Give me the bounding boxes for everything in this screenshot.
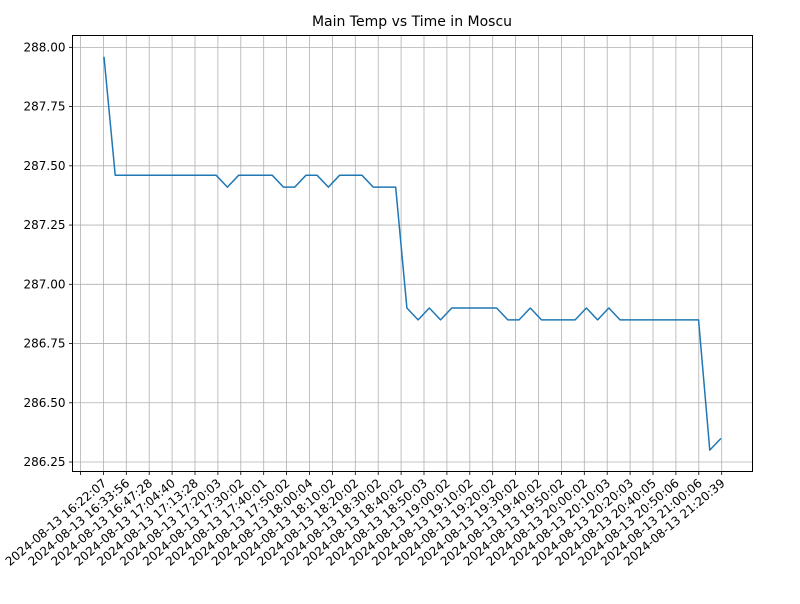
chart-title: Main Temp vs Time in Moscu xyxy=(312,14,512,30)
y-tick-label: 287.75 xyxy=(24,100,66,114)
plot-frame xyxy=(72,35,753,472)
y-tick-label: 287.00 xyxy=(24,277,66,291)
y-tick-label: 286.25 xyxy=(24,455,66,469)
y-tick-label: 287.25 xyxy=(24,218,66,232)
series-line xyxy=(103,56,722,451)
y-tick-label: 288.00 xyxy=(24,40,66,54)
y-tick-label: 286.75 xyxy=(24,337,66,351)
y-tick-label: 286.50 xyxy=(24,396,66,410)
y-tick-label: 287.50 xyxy=(24,159,66,173)
